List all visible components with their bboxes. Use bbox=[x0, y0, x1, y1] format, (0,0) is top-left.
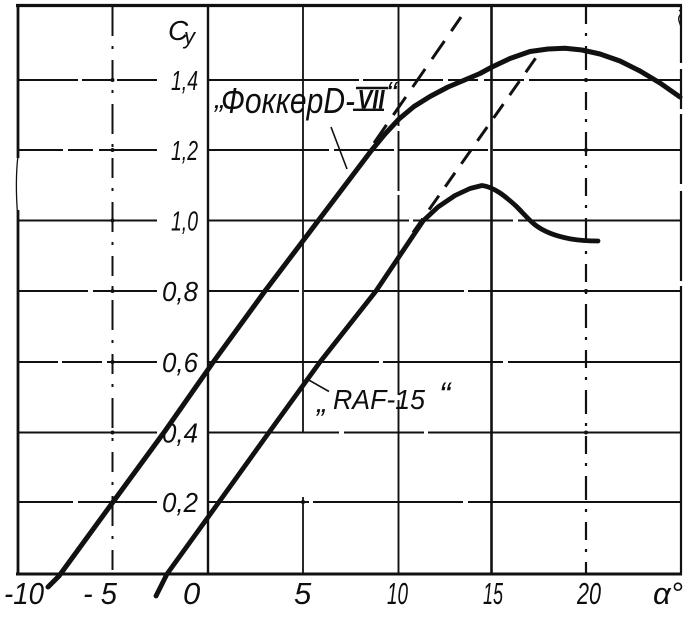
svg-text:„: „ bbox=[315, 386, 327, 419]
svg-text:1,4: 1,4 bbox=[171, 65, 198, 96]
svg-text:0,6: 0,6 bbox=[162, 347, 198, 378]
svg-text:-10: -10 bbox=[4, 576, 44, 611]
svg-text:„: „ bbox=[213, 82, 225, 115]
svg-text:1,0: 1,0 bbox=[171, 206, 198, 237]
svg-text:- 5: - 5 bbox=[83, 576, 118, 611]
svg-text:RAF-15: RAF-15 bbox=[333, 384, 425, 415]
svg-text:ФоккерD-: ФоккерD- bbox=[221, 80, 355, 121]
svg-text:α°: α° bbox=[653, 576, 683, 611]
svg-text:VII: VII bbox=[358, 85, 385, 115]
svg-text:15: 15 bbox=[483, 576, 503, 611]
svg-text:0,4: 0,4 bbox=[162, 418, 198, 449]
svg-text:10: 10 bbox=[387, 576, 408, 611]
svg-text:“: “ bbox=[439, 376, 452, 414]
svg-text:0,8: 0,8 bbox=[162, 276, 198, 307]
svg-text:1,2: 1,2 bbox=[171, 135, 198, 166]
svg-text:20: 20 bbox=[576, 576, 601, 611]
svg-text:5: 5 bbox=[294, 576, 312, 611]
svg-text:0: 0 bbox=[183, 576, 200, 611]
svg-text:C: C bbox=[168, 15, 189, 46]
svg-text:y: y bbox=[182, 24, 197, 49]
svg-text:0,2: 0,2 bbox=[162, 487, 198, 518]
svg-text:“: “ bbox=[386, 76, 399, 112]
